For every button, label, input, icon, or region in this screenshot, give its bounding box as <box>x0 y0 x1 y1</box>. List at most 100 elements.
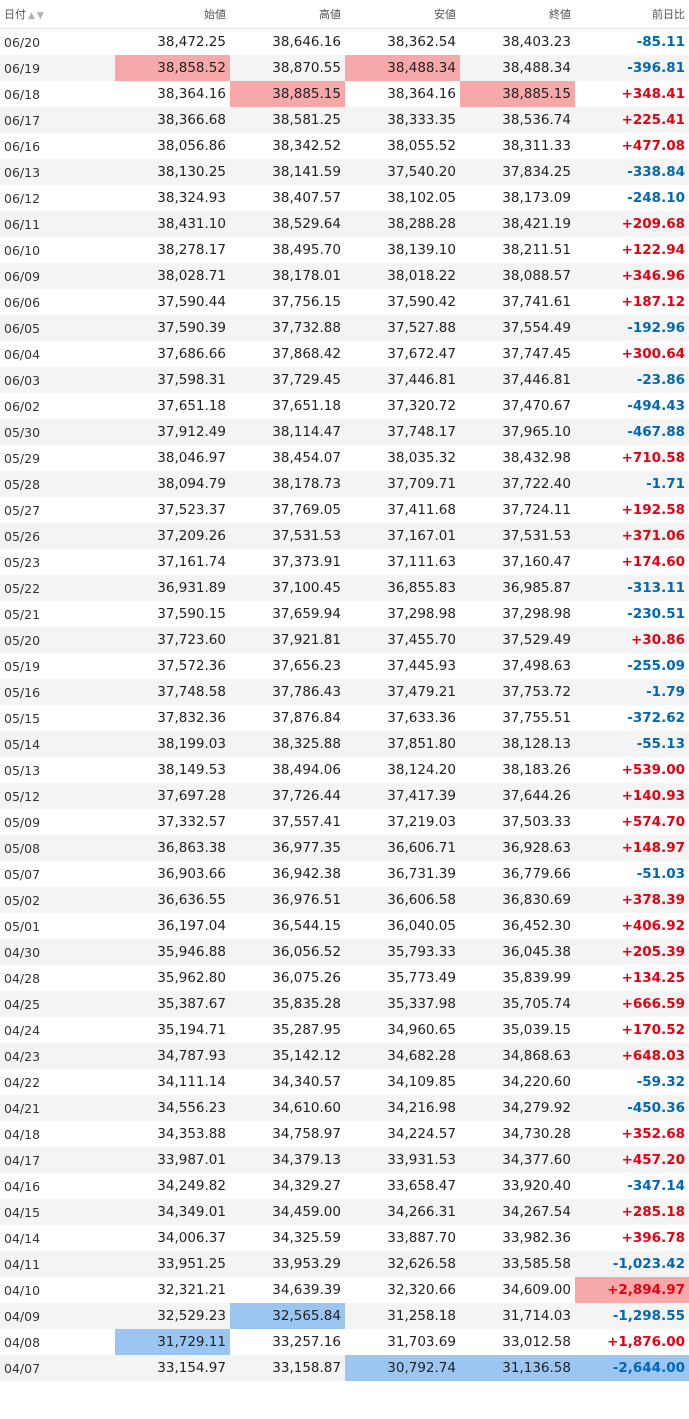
high-cell: 34,459.00 <box>230 1199 345 1225</box>
open-cell: 34,556.23 <box>115 1095 230 1121</box>
close-cell: 36,830.69 <box>460 887 575 913</box>
date-cell: 05/08 <box>0 835 115 861</box>
low-cell: 33,887.70 <box>345 1225 460 1251</box>
open-cell: 34,787.93 <box>115 1043 230 1069</box>
low-column-header: 安値 <box>345 0 460 29</box>
close-cell: 38,403.23 <box>460 28 575 55</box>
open-cell: 37,523.37 <box>115 497 230 523</box>
high-cell: 34,325.59 <box>230 1225 345 1251</box>
open-cell: 38,056.86 <box>115 133 230 159</box>
high-cell: 37,100.45 <box>230 575 345 601</box>
high-cell: 37,659.94 <box>230 601 345 627</box>
low-cell: 37,851.80 <box>345 731 460 757</box>
low-cell: 37,672.47 <box>345 341 460 367</box>
table-row: 05/13 38,149.53 38,494.06 38,124.20 38,183.2… <box>0 757 689 783</box>
close-cell: 33,920.40 <box>460 1173 575 1199</box>
high-cell: 37,651.18 <box>230 393 345 419</box>
date-cell: 05/09 <box>0 809 115 835</box>
table-row: 04/16 34,249.82 34,329.27 33,658.47 33,920.4… <box>0 1173 689 1199</box>
table-row: 05/27 37,523.37 37,769.05 37,411.68 37,724.1… <box>0 497 689 523</box>
open-cell: 36,863.38 <box>115 835 230 861</box>
open-cell: 37,598.31 <box>115 367 230 393</box>
low-cell: 30,792.74 <box>345 1355 460 1381</box>
change-cell: -59.32 <box>575 1069 689 1095</box>
table-row: 05/30 37,912.49 38,114.47 37,748.17 37,965.1… <box>0 419 689 445</box>
change-cell: -255.09 <box>575 653 689 679</box>
change-cell: +457.20 <box>575 1147 689 1173</box>
table-row: 06/12 38,324.93 38,407.57 38,102.05 38,173.0… <box>0 185 689 211</box>
close-cell: 33,585.58 <box>460 1251 575 1277</box>
low-cell: 38,124.20 <box>345 757 460 783</box>
close-cell: 38,183.26 <box>460 757 575 783</box>
low-cell: 37,633.36 <box>345 705 460 731</box>
high-cell: 37,786.43 <box>230 679 345 705</box>
table-row: 05/29 38,046.97 38,454.07 38,035.32 38,432.9… <box>0 445 689 471</box>
open-cell: 38,094.79 <box>115 471 230 497</box>
change-cell: -450.36 <box>575 1095 689 1121</box>
change-cell: -248.10 <box>575 185 689 211</box>
open-cell: 38,278.17 <box>115 237 230 263</box>
high-column-header: 高値 <box>230 0 345 29</box>
table-row: 05/28 38,094.79 38,178.73 37,709.71 37,722.4… <box>0 471 689 497</box>
date-cell: 05/19 <box>0 653 115 679</box>
open-cell: 38,149.53 <box>115 757 230 783</box>
high-cell: 36,976.51 <box>230 887 345 913</box>
high-cell: 37,868.42 <box>230 341 345 367</box>
table-row: 05/26 37,209.26 37,531.53 37,167.01 37,531.5… <box>0 523 689 549</box>
change-cell: +648.03 <box>575 1043 689 1069</box>
low-cell: 37,411.68 <box>345 497 460 523</box>
change-cell: -230.51 <box>575 601 689 627</box>
close-cell: 38,211.51 <box>460 237 575 263</box>
date-header-label: 日付 <box>4 8 26 21</box>
high-cell: 38,141.59 <box>230 159 345 185</box>
open-cell: 37,723.60 <box>115 627 230 653</box>
open-cell: 32,321.21 <box>115 1277 230 1303</box>
close-cell: 37,498.63 <box>460 653 575 679</box>
change-cell: +477.08 <box>575 133 689 159</box>
price-history-table: 日付 ▲ ▼ 始値 高値 安値 終値 前日比 06/20 38,472.25 38,64… <box>0 0 689 1381</box>
date-cell: 06/02 <box>0 393 115 419</box>
close-cell: 38,311.33 <box>460 133 575 159</box>
low-cell: 37,590.42 <box>345 289 460 315</box>
low-cell: 31,703.69 <box>345 1329 460 1355</box>
date-cell: 04/07 <box>0 1355 115 1381</box>
date-cell: 04/18 <box>0 1121 115 1147</box>
low-cell: 36,855.83 <box>345 575 460 601</box>
open-cell: 37,590.44 <box>115 289 230 315</box>
low-cell: 34,216.98 <box>345 1095 460 1121</box>
sort-ascending-icon[interactable]: ▲ <box>28 11 35 21</box>
table-row: 05/22 36,931.89 37,100.45 36,855.83 36,985.8… <box>0 575 689 601</box>
change-cell: +574.70 <box>575 809 689 835</box>
date-column-header[interactable]: 日付 ▲ ▼ <box>0 0 115 29</box>
change-cell: -467.88 <box>575 419 689 445</box>
close-cell: 37,724.11 <box>460 497 575 523</box>
high-cell: 37,732.88 <box>230 315 345 341</box>
sort-descending-icon[interactable]: ▼ <box>36 11 44 21</box>
table-row: 05/09 37,332.57 37,557.41 37,219.03 37,503.3… <box>0 809 689 835</box>
close-cell: 37,503.33 <box>460 809 575 835</box>
close-cell: 34,279.92 <box>460 1095 575 1121</box>
table-row: 05/02 36,636.55 36,976.51 36,606.58 36,830.6… <box>0 887 689 913</box>
close-cell: 36,779.66 <box>460 861 575 887</box>
table-row: 06/02 37,651.18 37,651.18 37,320.72 37,470.6… <box>0 393 689 419</box>
open-cell: 33,951.25 <box>115 1251 230 1277</box>
open-cell: 36,931.89 <box>115 575 230 601</box>
high-cell: 38,325.88 <box>230 731 345 757</box>
table-row: 05/07 36,903.66 36,942.38 36,731.39 36,779.6… <box>0 861 689 887</box>
table-row: 05/15 37,832.36 37,876.84 37,633.36 37,755.5… <box>0 705 689 731</box>
close-column-header: 終値 <box>460 0 575 29</box>
change-cell: +348.41 <box>575 81 689 107</box>
high-cell: 36,075.26 <box>230 965 345 991</box>
open-cell: 35,946.88 <box>115 939 230 965</box>
date-cell: 06/17 <box>0 107 115 133</box>
high-cell: 38,178.73 <box>230 471 345 497</box>
low-cell: 34,682.28 <box>345 1043 460 1069</box>
low-cell: 32,320.66 <box>345 1277 460 1303</box>
close-cell: 37,531.53 <box>460 523 575 549</box>
low-cell: 38,364.16 <box>345 81 460 107</box>
date-cell: 04/21 <box>0 1095 115 1121</box>
low-cell: 38,035.32 <box>345 445 460 471</box>
table-row: 04/14 34,006.37 34,325.59 33,887.70 33,982.3… <box>0 1225 689 1251</box>
change-cell: +140.93 <box>575 783 689 809</box>
close-cell: 37,554.49 <box>460 315 575 341</box>
